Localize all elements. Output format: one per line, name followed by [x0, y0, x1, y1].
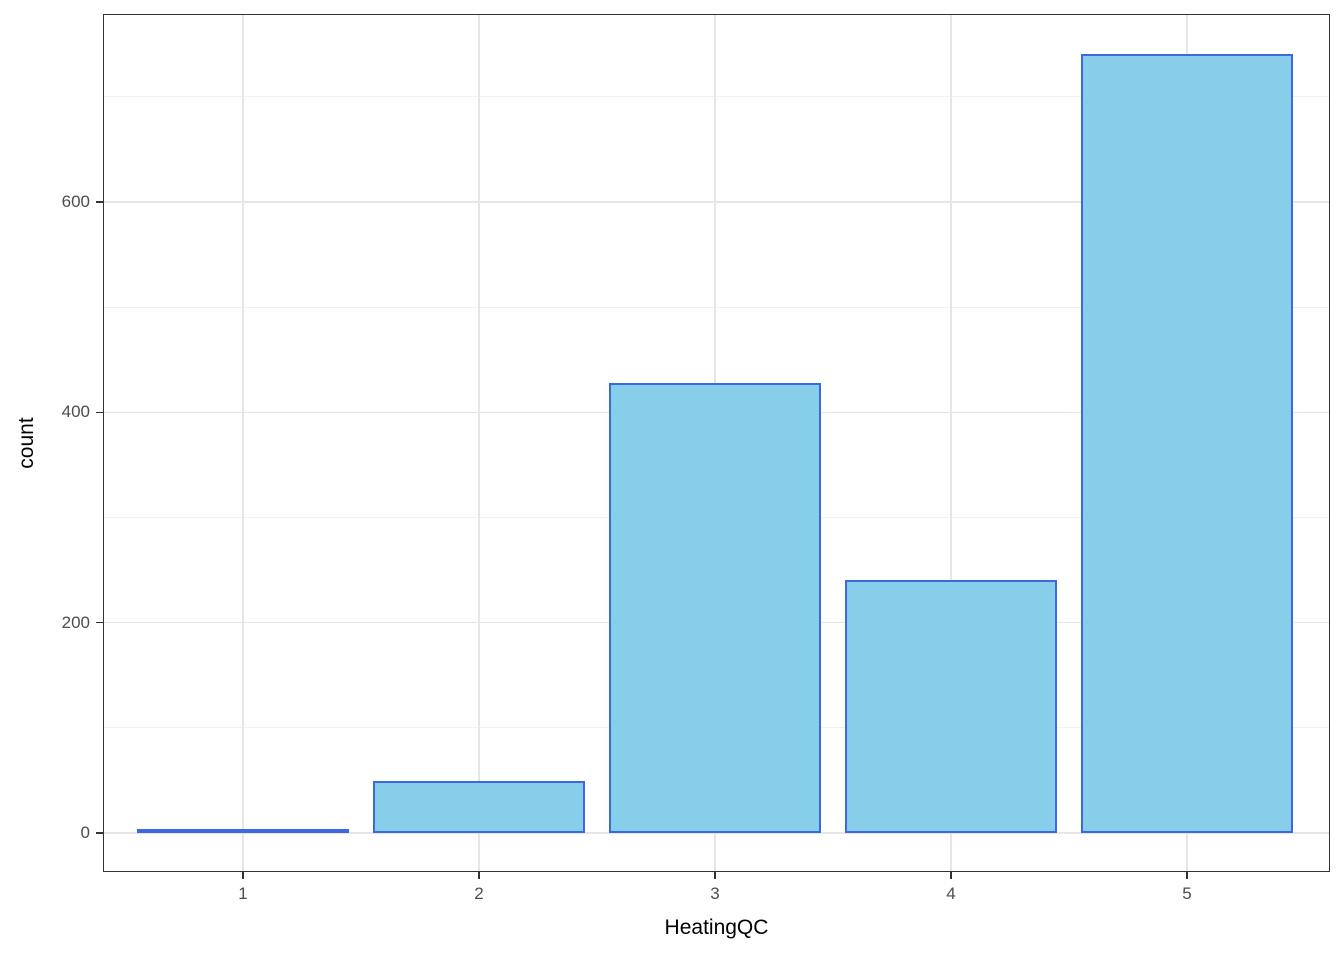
bar-category-2 — [372, 781, 586, 833]
y-axis-title: count — [15, 417, 38, 469]
bar-category-3 — [608, 382, 822, 833]
plot-panel — [103, 14, 1330, 872]
y-axis-tick — [96, 201, 103, 203]
y-axis-tick-label: 200 — [61, 612, 90, 632]
y-axis-tick-label: 400 — [61, 402, 90, 422]
x-axis-tick — [478, 872, 480, 879]
x-axis-tick-label: 2 — [474, 884, 484, 903]
bar-category-4 — [844, 579, 1058, 833]
x-axis-tick-label: 4 — [946, 884, 956, 903]
y-axis-tick — [96, 411, 103, 414]
x-axis-tick — [950, 872, 952, 879]
y-major-gridline — [103, 201, 1330, 203]
y-minor-gridline — [103, 96, 1330, 98]
x-axis-tick-label: 3 — [710, 884, 720, 903]
y-axis-tick-label: 0 — [80, 822, 90, 842]
x-major-gridline — [242, 14, 244, 872]
y-axis-tick-label: 600 — [61, 191, 90, 211]
x-axis-title: HeatingQC — [664, 916, 769, 939]
y-axis-tick — [96, 621, 103, 624]
bar-category-1 — [136, 828, 350, 833]
x-axis-tick-label: 5 — [1182, 884, 1192, 903]
x-axis-tick-label: 1 — [238, 884, 248, 903]
x-axis-tick — [242, 872, 244, 879]
x-axis-tick — [1186, 872, 1188, 879]
y-minor-gridline — [103, 306, 1330, 308]
y-major-gridline — [103, 832, 1330, 834]
y-axis-tick — [96, 832, 103, 834]
x-major-gridline — [950, 14, 952, 872]
bar-category-5 — [1080, 53, 1294, 833]
x-major-gridline — [478, 14, 480, 872]
x-axis-tick — [714, 872, 716, 879]
